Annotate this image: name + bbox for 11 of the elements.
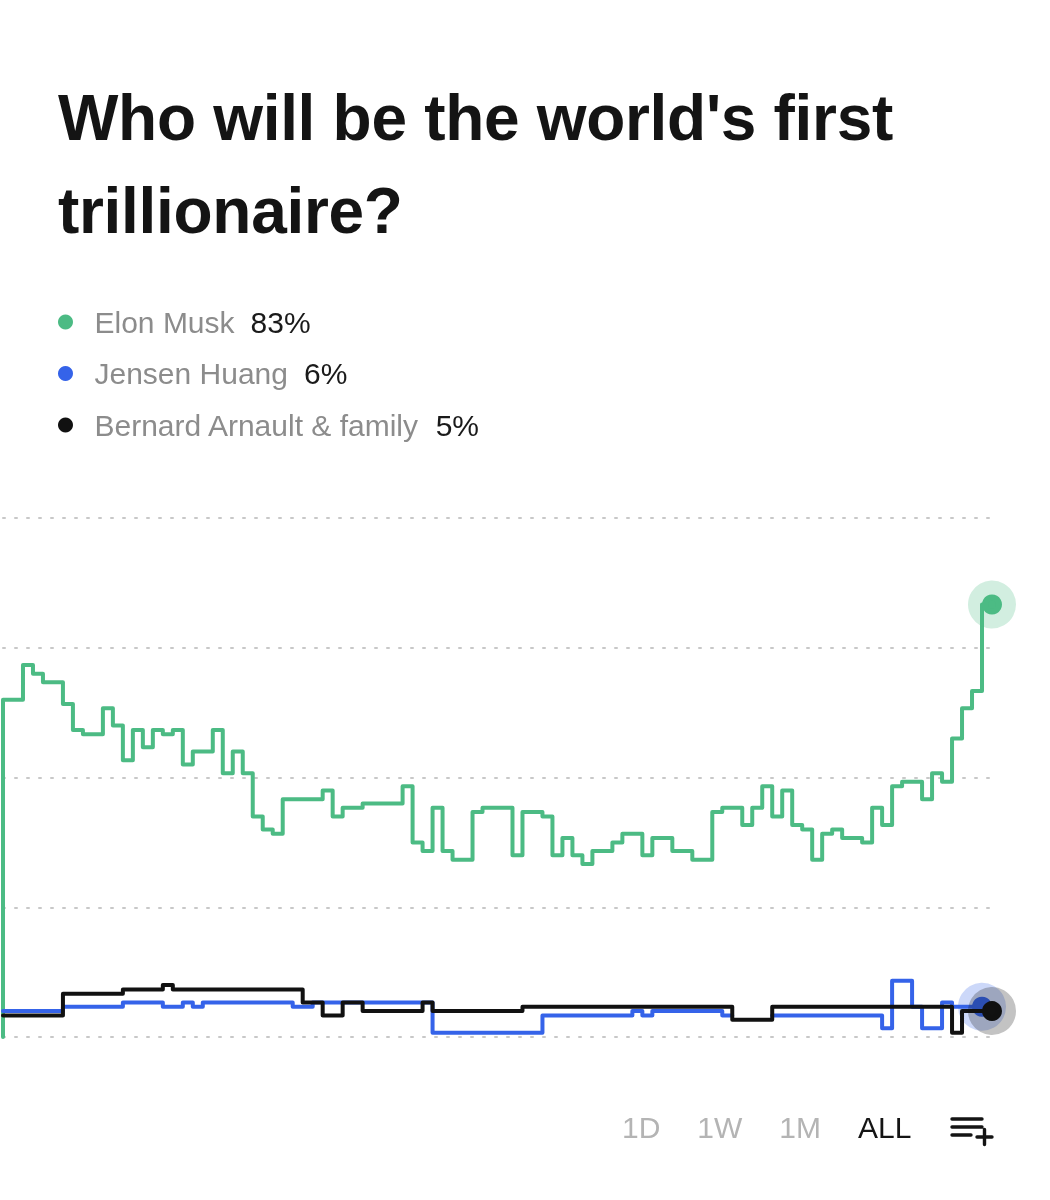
legend-label: Bernard Arnault & family bbox=[94, 408, 418, 442]
text: 1D bbox=[622, 1111, 661, 1145]
text: 1W bbox=[697, 1111, 743, 1145]
text: 5% bbox=[435, 408, 479, 442]
text: 83% bbox=[250, 305, 311, 339]
text: ALL bbox=[858, 1111, 912, 1145]
chart-title: Who will be the world's first trillionaire? bbox=[58, 81, 894, 249]
text: 1M bbox=[779, 1111, 822, 1145]
text: 6% bbox=[303, 357, 348, 390]
legend-label: Elon Musk bbox=[94, 305, 236, 339]
legend-label: Jensen Huang bbox=[94, 357, 288, 390]
